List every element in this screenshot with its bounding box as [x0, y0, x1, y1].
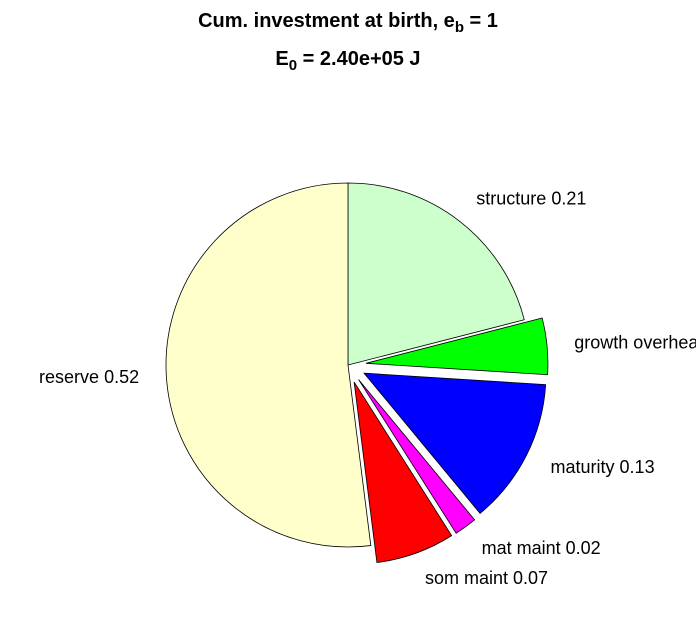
- slice-name: structure: [476, 188, 546, 208]
- pie-slice: [365, 317, 549, 376]
- title-text: Cum. investment at birth, e: [198, 10, 455, 32]
- pie-slice: [363, 372, 547, 514]
- pie-slice: [347, 182, 525, 366]
- subtitle-text: E: [275, 48, 288, 70]
- slice-value: 0.13: [620, 457, 655, 477]
- chart-title: Cum. investment at birth, eb = 1: [198, 10, 498, 36]
- chart-subtitle: E0 = 2.40e+05 J: [275, 48, 420, 74]
- slice-label: som maint 0.07: [425, 568, 548, 588]
- subtitle-text: = 2.40e+05 J: [297, 48, 420, 70]
- subtitle-subscript: 0: [289, 57, 297, 74]
- slice-name: som maint: [425, 568, 508, 588]
- slice-value: 0.07: [513, 568, 548, 588]
- title-subscript: b: [455, 19, 464, 36]
- pie-slice: [165, 182, 372, 548]
- slice-name: growth overhead: [574, 332, 696, 352]
- slice-label: maturity 0.13: [551, 457, 655, 477]
- pie-slice: [353, 381, 453, 563]
- slice-label: mat maint 0.02: [482, 538, 601, 558]
- slice-name: maturity: [551, 457, 615, 477]
- slice-name: mat maint: [482, 538, 561, 558]
- slice-label: growth overhead 0.05: [574, 332, 696, 352]
- slice-label: structure 0.21: [476, 188, 586, 208]
- title-text: = 1: [464, 10, 498, 32]
- slice-value: 0.52: [104, 367, 139, 387]
- slice-label: reserve 0.52: [39, 367, 139, 387]
- slice-value: 0.21: [551, 188, 586, 208]
- slice-name: reserve: [39, 367, 99, 387]
- slice-value: 0.02: [566, 538, 601, 558]
- pie-slice: [358, 379, 476, 534]
